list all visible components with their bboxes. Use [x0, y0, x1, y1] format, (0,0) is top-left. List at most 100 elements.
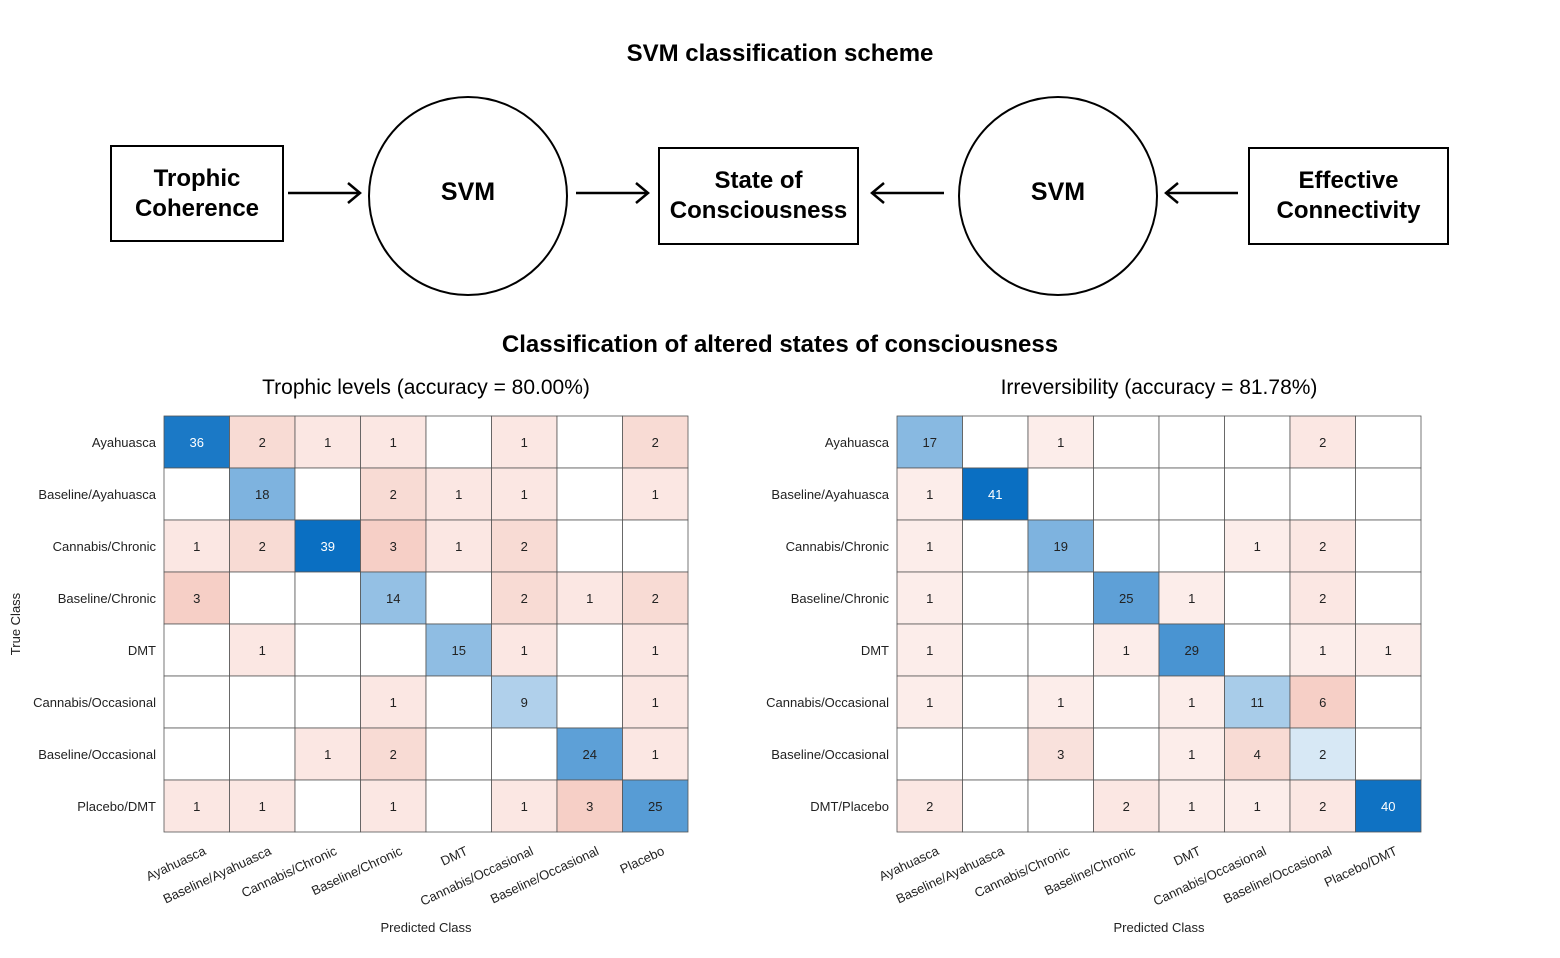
cm-cell [425, 779, 492, 833]
arrow-svm-to-state [576, 182, 650, 204]
state-of-consciousness-node: State of Consciousness [658, 147, 859, 245]
cm-cell-value: 2 [259, 539, 266, 554]
cm-cell [896, 779, 963, 833]
cm-cell-value: 19 [1054, 539, 1068, 554]
cm-cell-value: 1 [455, 539, 462, 554]
cm-cell-value: 1 [1123, 643, 1130, 658]
cm-col-label: DMT [1171, 843, 1203, 869]
cm-cell-value: 1 [193, 539, 200, 554]
cm-col-label: Cannabis/Occasional [418, 843, 536, 909]
cm-cell [1158, 415, 1225, 469]
cm-cell-value: 2 [390, 747, 397, 762]
cm-cell [1027, 623, 1094, 677]
cm-cell-value: 1 [521, 487, 528, 502]
cm-cell-value: 1 [1385, 643, 1392, 658]
cm-cell [962, 467, 1029, 521]
cm-cell-value: 1 [390, 695, 397, 710]
cm-cell [1289, 519, 1356, 573]
cm-cell [622, 415, 689, 469]
cm-cell [1289, 779, 1356, 833]
cm-cell [1158, 727, 1225, 781]
cm-cell [491, 727, 558, 781]
cm-row-label: DMT/Placebo [810, 799, 889, 814]
cm-cell-value: 1 [390, 799, 397, 814]
cm-left-title: Trophic levels (accuracy = 80.00%) [262, 376, 590, 399]
cm-cell [360, 623, 427, 677]
cm-cell [962, 623, 1029, 677]
cm-cell-value: 2 [1319, 435, 1326, 450]
cm-cell-value: 1 [390, 435, 397, 450]
scheme-title: SVM classification scheme [626, 40, 934, 67]
cm-col-label: Placebo/DMT [1322, 843, 1400, 890]
cm-cell [163, 415, 230, 469]
cm-cell [556, 779, 623, 833]
cm-cell [1093, 571, 1160, 625]
effective-connectivity-label: Effective Connectivity [1276, 167, 1421, 224]
cm-row-label: Baseline/Ayahuasca [38, 487, 156, 502]
cm-cell-value: 9 [521, 695, 528, 710]
cm-ylabel: True Class [8, 592, 23, 655]
cm-cell [622, 467, 689, 521]
cm-cell-value: 1 [324, 435, 331, 450]
cm-row-label: Baseline/Ayahuasca [771, 487, 889, 502]
cm-cell [962, 779, 1029, 833]
cm-cell-value: 39 [321, 539, 335, 554]
cm-cell [360, 779, 427, 833]
cm-cell [163, 727, 230, 781]
cm-cell [1093, 415, 1160, 469]
cm-cell-value: 1 [521, 435, 528, 450]
cm-cell [1158, 571, 1225, 625]
cm-cell [556, 519, 623, 573]
cm-cell [896, 727, 963, 781]
cm-cell [1224, 415, 1291, 469]
cm-cell-value: 2 [390, 487, 397, 502]
cm-cell [294, 675, 361, 729]
cm-cell [425, 675, 492, 729]
cm-cell-value: 2 [1319, 747, 1326, 762]
svm-left-node: SVM [368, 96, 568, 296]
cm-cell [163, 519, 230, 573]
cm-cell [1224, 467, 1291, 521]
cm-cell [1289, 467, 1356, 521]
cm-cell-value: 1 [1254, 539, 1261, 554]
cm-row-label: Baseline/Occasional [38, 747, 156, 762]
cm-cell [1027, 571, 1094, 625]
cm-cell [229, 675, 296, 729]
cm-cell-value: 1 [652, 695, 659, 710]
svm-right-label: SVM [1030, 177, 1086, 206]
cm-cell [1027, 467, 1094, 521]
cm-cell [896, 467, 963, 521]
cm-cell-value: 14 [386, 591, 400, 606]
cm-cell-value: 2 [521, 539, 528, 554]
cm-cell [1355, 519, 1422, 573]
cm-cell [1027, 519, 1094, 573]
cm-cell-value: 1 [1319, 643, 1326, 658]
cm-cell-value: 1 [926, 643, 933, 658]
cm-cell [1158, 779, 1225, 833]
cm-row-label: Baseline/Occasional [771, 747, 889, 762]
cm-cell [1289, 415, 1356, 469]
cm-xlabel: Predicted Class [380, 920, 472, 935]
cm-cell [962, 727, 1029, 781]
cm-cell [622, 779, 689, 833]
cm-cell [556, 415, 623, 469]
cm-cell [1224, 519, 1291, 573]
cm-cell [1355, 571, 1422, 625]
cm-cell [294, 571, 361, 625]
cm-cell-value: 1 [652, 747, 659, 762]
cm-cell [1355, 779, 1422, 833]
cm-cell [425, 727, 492, 781]
cm-cell [360, 415, 427, 469]
cm-cell [425, 415, 492, 469]
cm-cell-value: 1 [521, 799, 528, 814]
cm-cell [622, 675, 689, 729]
cm-cell-value: 25 [1119, 591, 1133, 606]
arrow-trophic-to-svm [288, 182, 362, 204]
cm-cell-value: 4 [1254, 747, 1261, 762]
confusion-matrix-trophic: 36 2 1 1 1 2 18 2 1 1 1 1 2 39 3 1 2 3 14 2 1 2 1 15 1 1 1 9 1 1 2 24 1 1… [8, 415, 689, 935]
cm-cell [491, 623, 558, 677]
cm-cell [360, 571, 427, 625]
cm-cell [896, 415, 963, 469]
cm-cell-value: 1 [1188, 747, 1195, 762]
cm-cell-value: 2 [652, 591, 659, 606]
